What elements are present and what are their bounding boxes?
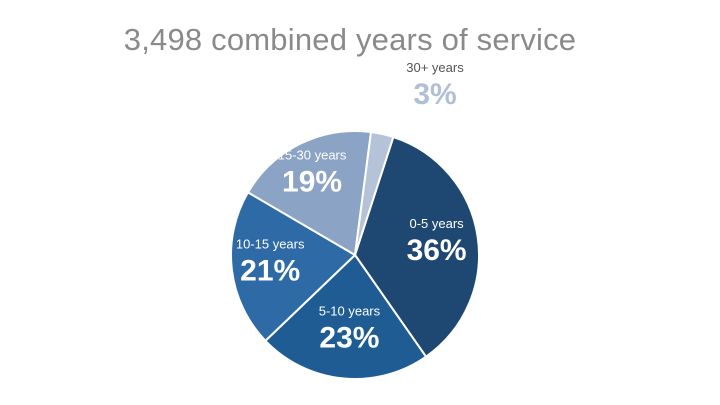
slice-label-15-30-years: 15-30 years xyxy=(278,148,347,163)
slice-label-5-10-years: 5-10 years xyxy=(319,304,381,319)
pie-slice-10-15-years xyxy=(230,191,356,342)
slice-value-15-30-years: 19% xyxy=(282,166,342,199)
chart-title: 3,498 combined years of service xyxy=(123,22,577,57)
slice-value-30plus-years: 3% xyxy=(413,78,456,111)
pie-slice-0-5-years xyxy=(354,136,480,358)
pie-labels: 0-5 years 36% 5-10 years 23% 10-15 years 21% 1… xyxy=(236,60,467,355)
pie-slice-5-10-years xyxy=(264,254,428,380)
slice-label-30plus-years: 30+ years xyxy=(406,60,464,75)
slice-value-5-10-years: 23% xyxy=(319,322,379,355)
slice-label-10-15-years: 10-15 years xyxy=(236,236,305,251)
pie-slice-15-30-years xyxy=(246,130,372,256)
slice-value-0-5-years: 36% xyxy=(407,234,467,267)
pie-slices xyxy=(230,130,480,380)
slice-label-0-5-years: 0-5 years xyxy=(409,216,464,231)
pie-slice-30plus-years xyxy=(354,131,395,256)
slice-value-10-15-years: 21% xyxy=(240,254,300,287)
